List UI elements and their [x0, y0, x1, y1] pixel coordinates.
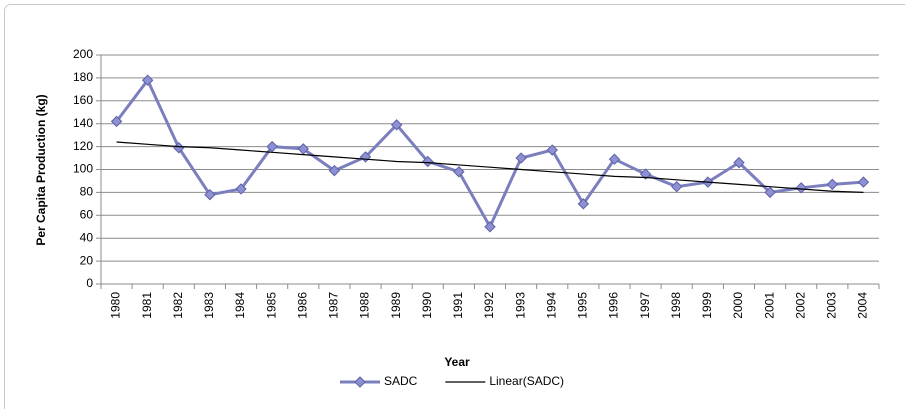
y-tick-label: 180	[73, 70, 93, 84]
x-tick-label: 1985	[264, 292, 278, 319]
x-tick-label: 1986	[295, 292, 309, 319]
x-tick-label: 1981	[140, 292, 154, 319]
x-tick-label: 1995	[576, 292, 590, 319]
x-tick-label: 1996	[607, 292, 621, 319]
x-tick-label: 1980	[109, 292, 123, 319]
y-axis-title: Per Capita Production (kg)	[34, 94, 48, 245]
x-tick-label: 1983	[202, 292, 216, 319]
y-tick-label: 40	[80, 230, 94, 244]
x-tick-label: 1991	[451, 292, 465, 319]
x-tick-label: 1984	[233, 292, 247, 319]
x-tick-label: 1992	[482, 292, 496, 319]
y-tick-label: 80	[80, 185, 94, 199]
legend-label: Linear(SADC)	[489, 374, 564, 388]
legend-label: SADC	[384, 374, 418, 388]
x-tick-label: 2004	[856, 292, 870, 319]
x-tick-label: 2003	[824, 292, 838, 319]
x-tick-label: 1988	[358, 292, 372, 319]
y-tick-label: 60	[80, 207, 94, 221]
chart-border	[5, 5, 905, 410]
x-tick-label: 1993	[513, 292, 527, 319]
x-tick-label: 2001	[762, 292, 776, 319]
y-tick-label: 0	[86, 276, 93, 290]
x-tick-label: 1998	[669, 292, 683, 319]
x-tick-label: 1982	[171, 292, 185, 319]
x-axis-title: Year	[444, 355, 470, 369]
x-tick-label: 1990	[420, 292, 434, 319]
y-tick-label: 160	[73, 93, 93, 107]
x-tick-label: 1989	[389, 292, 403, 319]
x-tick-label: 1994	[544, 292, 558, 319]
x-tick-label: 1987	[327, 292, 341, 319]
y-tick-label: 20	[80, 253, 94, 267]
y-tick-label: 140	[73, 116, 93, 130]
y-tick-label: 120	[73, 139, 93, 153]
y-tick-label: 100	[73, 162, 93, 176]
x-tick-label: 2000	[731, 292, 745, 319]
y-tick-label: 200	[73, 47, 93, 61]
x-tick-label: 2002	[793, 292, 807, 319]
x-tick-label: 1997	[638, 292, 652, 319]
x-tick-label: 1999	[700, 292, 714, 319]
